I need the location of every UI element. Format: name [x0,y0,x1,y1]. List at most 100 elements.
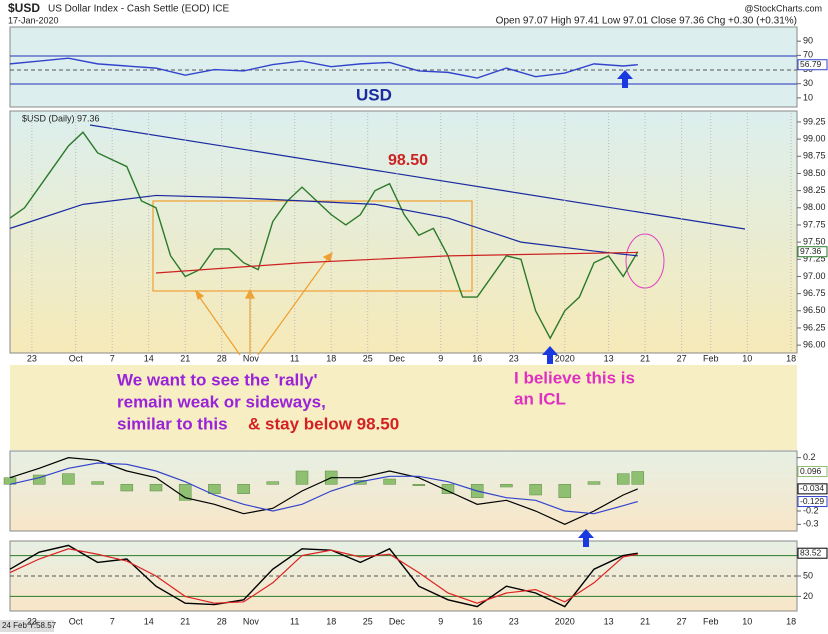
last-value-label: -0.034 [800,483,824,493]
symbol-name: US Dollar Index - Cash Settle (EOD) ICE [48,4,229,15]
symbol: $USD [8,1,40,15]
y-tick-label: 96.75 [803,288,826,298]
x-tick-label: 18 [786,353,796,363]
y-tick-label: 97.25 [803,254,826,264]
x-tick-label: Nov [243,616,260,626]
histogram-bar [558,484,572,498]
quote: Open 97.07 High 97.41 Low 97.01 Close 97… [496,16,797,27]
y-tick-label: 96.50 [803,305,826,315]
x-tick-label: Oct [69,353,84,363]
x-tick-label: 21 [180,353,190,363]
histogram-bar [500,484,513,488]
x-tick-label: 21 [640,616,650,626]
y-tick-label: 30 [803,78,813,88]
y-tick-label: 70 [803,50,813,60]
peak-label: 98.50 [388,152,428,169]
trendline [89,124,746,230]
y-tick-label: 98.50 [803,168,826,178]
y-tick-label: 99.25 [803,116,826,126]
x-tick-label: 14 [144,353,154,363]
x-tick-label: 23 [509,353,519,363]
y-tick-label: 97.00 [803,271,826,281]
x-tick-label: 28 [217,353,227,363]
note-stay: & stay below 98.50 [248,414,399,433]
blue-arrows [542,70,633,547]
y-tick-label: 0.2 [803,452,816,462]
note-right: an ICL [514,389,566,408]
y-tick-label: 99.00 [803,133,826,143]
y-tick-label: 97.75 [803,219,826,229]
y-tick-label: -0.3 [803,519,819,529]
histogram-bar [266,481,280,485]
series-line [9,57,638,79]
x-tick-label: 23 [509,616,519,626]
x-tick-label: 7 [110,616,115,626]
y-tick-label: 90 [803,36,813,46]
x-tick-label: 27 [677,353,687,363]
histogram-bar [616,473,630,485]
x-tick-label: 28 [217,616,227,626]
last-value-label: 0.096 [800,466,822,476]
y-tick-label: 97.50 [803,236,826,246]
x-tick-label: Feb [703,353,719,363]
last-value-label: -0.129 [800,496,824,506]
note-right: I believe this is [514,368,635,387]
box-arrows [195,251,333,356]
x-tick-label: 23 [27,616,37,626]
histogram-bar [631,471,645,485]
note-left: similar to this [117,414,228,433]
x-tick-label: 25 [363,616,373,626]
series-line [9,457,639,525]
y-tick-label: 96.25 [803,322,826,332]
histogram-bar [383,478,396,485]
x-tick-label: Dec [389,616,406,626]
histogram-bar [208,484,221,494]
histogram-bar [354,480,367,485]
y-tick-label: -0.2 [803,505,819,515]
x-tick-label: 23 [27,353,37,363]
x-tick-label: 2020 [555,616,575,626]
x-tick-label: 7 [110,353,115,363]
histogram-bar [62,473,75,485]
x-tick-label: Oct [69,616,84,626]
y-tick-label: 96.00 [803,340,826,350]
last-value-label: 97.36 [800,246,822,256]
x-tick-label: 9 [438,353,443,363]
x-tick-label: 18 [786,616,796,626]
usd-label: USD [356,85,392,104]
x-tick-label: 11 [290,353,299,363]
x-tick-label: 16 [472,616,482,626]
price-panel [9,110,798,354]
x-tick-label: 14 [144,616,154,626]
histogram-bar [295,470,309,485]
x-tick-label: 21 [640,353,650,363]
note-area [10,365,797,450]
x-tick-label: Nov [243,353,260,363]
series-line [9,131,639,340]
histogram-bar [587,481,601,485]
y-tick-label: 10 [803,92,813,102]
note-left: We want to see the 'rally' [117,370,318,389]
last-value-label: 83.52 [800,547,822,557]
last-value-tag [797,466,828,478]
series-line [155,251,638,274]
histogram-bar [32,474,46,485]
x-tick-label: 13 [604,353,614,363]
cursor-box [0,620,54,632]
macd-panel [9,450,798,532]
cursor-readout: 24 Feb Y:58.57 [2,621,57,630]
series-line [9,462,638,515]
y-tick-label: 50 [803,570,813,580]
x-tick-label: 18 [326,616,336,626]
histogram-bar [91,481,104,485]
last-value-tag [797,496,828,508]
x-tick-label: Dec [389,353,406,363]
histogram-bar [237,484,250,494]
series-line [9,194,638,257]
last-value-tag [797,547,828,559]
histogram-bar [149,484,163,492]
y-tick-label: 98.25 [803,185,826,195]
source: @StockCharts.com [744,3,822,13]
last-value-tag [797,59,828,71]
